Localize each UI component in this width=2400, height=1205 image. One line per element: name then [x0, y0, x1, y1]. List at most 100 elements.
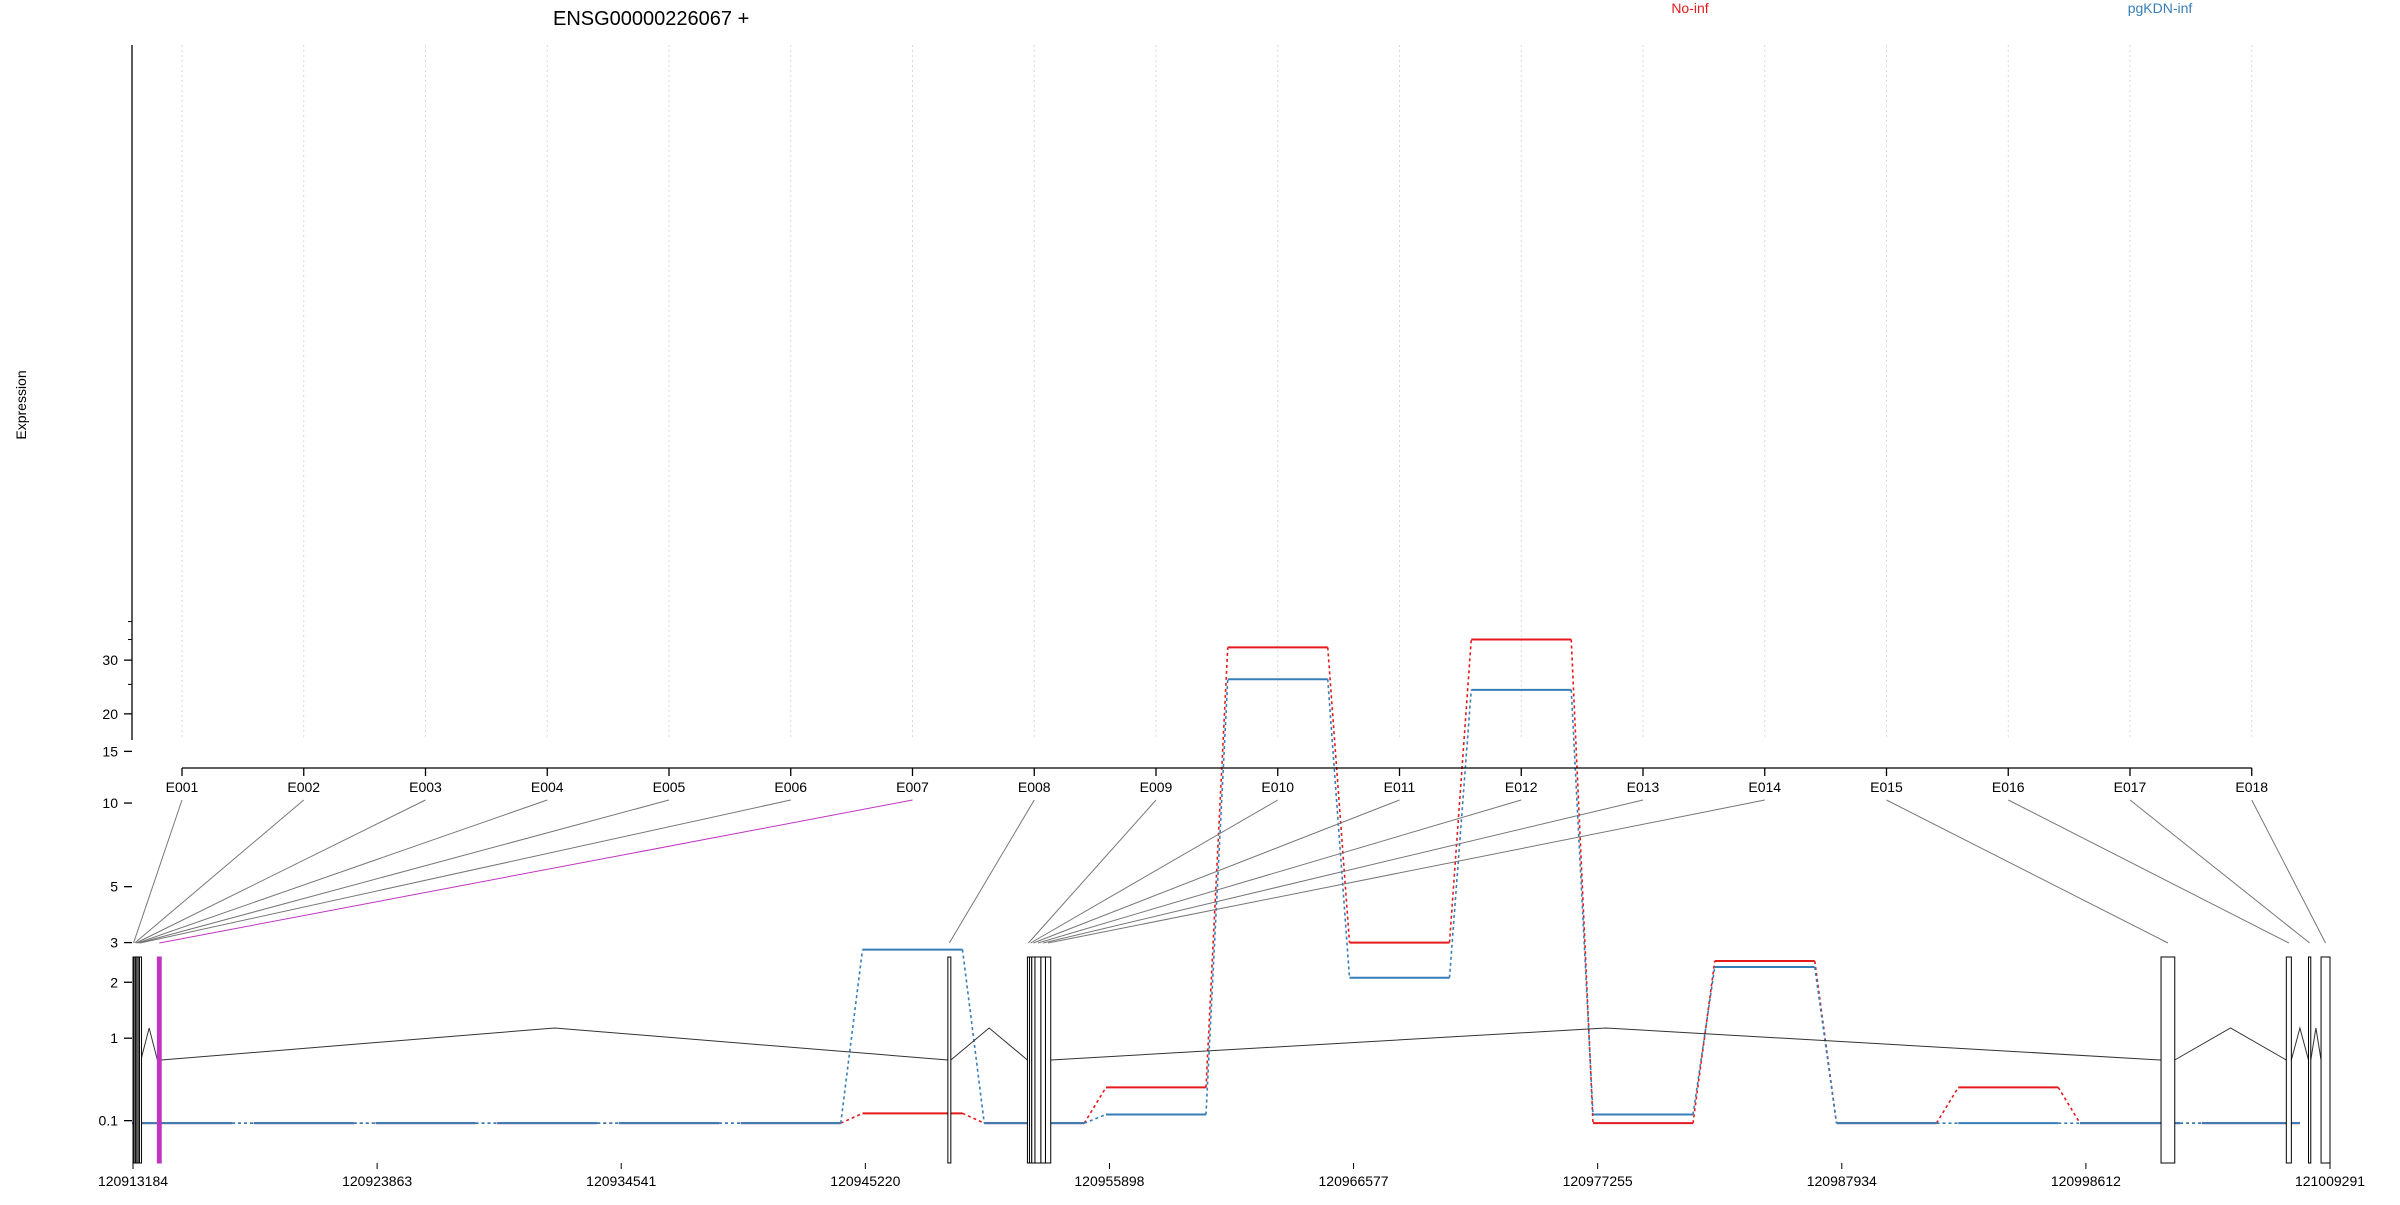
- series-connector: [1813, 966, 1838, 1124]
- y-tick-label: 10: [102, 795, 118, 811]
- legend-item-no-inf: No-inf: [1671, 0, 1708, 16]
- genomic-tick-label: 120955898: [1074, 1173, 1144, 1189]
- exon-connector: [948, 799, 1035, 944]
- exon-connector: [133, 799, 183, 944]
- series-connector: [839, 949, 864, 1124]
- chart-title: ENSG00000226067 +: [553, 8, 749, 30]
- exon-connector: [134, 799, 305, 944]
- y-tick-label: 15: [102, 743, 118, 759]
- y-tick-label: 0.1: [99, 1113, 119, 1129]
- exon-tick-label: E006: [774, 779, 807, 795]
- exon-tick-label: E013: [1627, 779, 1660, 795]
- exon-box: [947, 956, 952, 1164]
- exon-connector: [137, 799, 548, 944]
- genomic-tick-label: 120987934: [1807, 1173, 1877, 1189]
- series-connector: [1935, 1086, 1959, 1124]
- series-connector: [1326, 679, 1351, 978]
- exon-connector: [1886, 799, 2169, 944]
- gene-model: [132, 956, 2331, 1164]
- y-tick-label: 2: [110, 974, 118, 990]
- exon-connectors: [133, 799, 2326, 944]
- exon-connector: [1043, 799, 1644, 944]
- exon-connector: [2008, 799, 2290, 944]
- y-axis: 0.1 1 2 3 5 10 15 20 30: [99, 45, 133, 1129]
- intron: [140, 1027, 158, 1061]
- genomic-tick-label: 120913184: [98, 1173, 168, 1189]
- series-connector: [1326, 647, 1351, 943]
- y-tick-label: 5: [110, 879, 118, 895]
- exon-connector: [2129, 799, 2310, 944]
- series-connector: [1570, 689, 1594, 1115]
- y-axis-label: Expression: [13, 370, 29, 439]
- series-connector: [2057, 1086, 2081, 1124]
- series-connector: [1083, 1086, 1107, 1124]
- exon-tick-label: E011: [1384, 779, 1416, 795]
- exon-connector: [135, 799, 426, 944]
- exon-box: [1044, 956, 1052, 1164]
- exon-tick-label: E003: [409, 779, 442, 795]
- exon-connector: [1030, 799, 1279, 944]
- exon-axis: E001 E002 E003 E004 E005 E006 E007 E008 E009 E010…: [166, 767, 2268, 795]
- y-tick-label: 1: [110, 1030, 118, 1046]
- y-tick-label: 3: [110, 935, 118, 951]
- exon-connector: [138, 799, 670, 944]
- intron: [2310, 1027, 2322, 1061]
- series-layer: [132, 638, 2300, 1125]
- exon-tick-label: E009: [1140, 779, 1173, 795]
- exon-tick-label: E005: [653, 779, 686, 795]
- genomic-axis: 120913184 120923863 120934541 120945220 1209…: [98, 1163, 2365, 1189]
- series-connector: [1570, 639, 1594, 1124]
- genomic-tick-label: 120998612: [2051, 1173, 2121, 1189]
- series-connector: [961, 949, 986, 1124]
- exon-tick-label: E010: [1261, 779, 1294, 795]
- genomic-tick-label: 120966577: [1319, 1173, 1389, 1189]
- exon-box: [2320, 956, 2331, 1164]
- exon-tick-label: E014: [1748, 779, 1781, 795]
- exon-connector: [1037, 799, 1522, 944]
- exon-tick-label: E002: [287, 779, 320, 795]
- exon-connector: [1048, 799, 1765, 944]
- series-connector: [1448, 639, 1473, 943]
- intron: [950, 1027, 1028, 1061]
- y-tick-label: 20: [102, 706, 118, 722]
- series-connector: [1205, 647, 1229, 1088]
- exon-box: [2307, 956, 2312, 1164]
- exon-tick-label: E015: [1870, 779, 1903, 795]
- exon-connector: [140, 799, 791, 944]
- intron: [2290, 1026, 2309, 1061]
- exon-tick-label: E008: [1018, 779, 1051, 795]
- exon-connector: [159, 799, 913, 944]
- y-tick-label: 30: [102, 652, 118, 668]
- intron: [1050, 1027, 2162, 1061]
- genomic-tick-label: 121009291: [2295, 1173, 2365, 1189]
- series-connector: [1692, 966, 1716, 1115]
- genomic-tick-label: 120923863: [342, 1173, 412, 1189]
- exon-connector: [2251, 799, 2326, 944]
- vertical-grid: [181, 45, 2253, 740]
- series-connector: [1448, 689, 1473, 978]
- exon-box: [1040, 956, 1046, 1164]
- intron: [161, 1027, 948, 1061]
- exon-tick-label: E001: [166, 779, 199, 795]
- genomic-tick-label: 120977255: [1563, 1173, 1633, 1189]
- exon-box: [2285, 956, 2292, 1164]
- exon-tick-label: E012: [1505, 779, 1538, 795]
- exon-tick-label: E016: [1992, 779, 2025, 795]
- genomic-tick-label: 120945220: [830, 1173, 900, 1189]
- exon-box: [1034, 956, 1042, 1164]
- series-pgkdn-inf: [132, 678, 2300, 1125]
- series-connector: [962, 1112, 985, 1124]
- series-connector: [1205, 679, 1229, 1115]
- exon-tick-label: E017: [2114, 779, 2147, 795]
- exon-tick-label: E018: [2235, 779, 2268, 795]
- exon-tick-label: E007: [896, 779, 929, 795]
- intron: [2174, 1027, 2287, 1061]
- exon-box: [2160, 956, 2176, 1164]
- exon-connector: [1028, 799, 1157, 944]
- genomic-tick-label: 120934541: [586, 1173, 656, 1189]
- series-connector: [1083, 1113, 1107, 1124]
- exon-box: [139, 956, 143, 1164]
- exon-tick-label: E004: [531, 779, 564, 795]
